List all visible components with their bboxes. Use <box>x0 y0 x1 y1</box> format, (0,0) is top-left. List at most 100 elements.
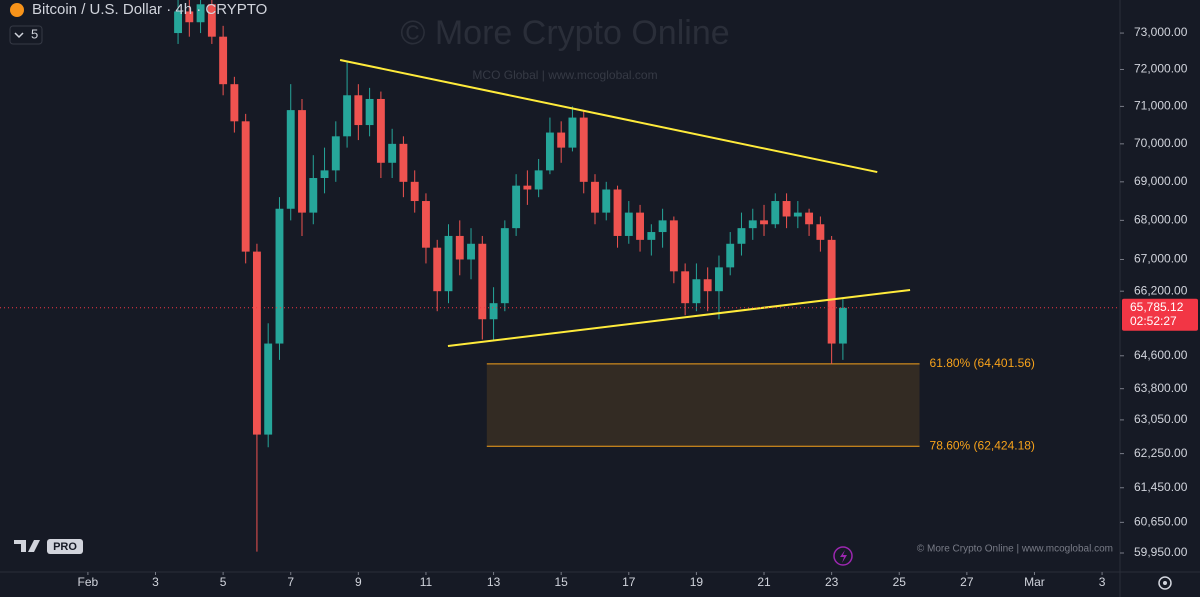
candle-body <box>309 178 318 213</box>
candle-body <box>478 243 487 320</box>
y-tick-label: 67,000.00 <box>1134 252 1188 266</box>
coin-icon <box>10 3 24 17</box>
x-tick-label: 3 <box>1099 575 1106 589</box>
y-tick-label: 66,200.00 <box>1134 283 1188 297</box>
candle-body <box>838 307 847 344</box>
candle-body <box>500 228 509 304</box>
lightning-icon <box>840 550 847 563</box>
logo-badge <box>47 539 83 554</box>
x-tick-label: 3 <box>152 575 159 589</box>
candle-body <box>264 343 273 435</box>
x-tick-label: Feb <box>78 575 99 589</box>
candle-body <box>534 170 543 190</box>
fib-level-label: 61.80% (64,401.56) <box>930 356 1035 370</box>
candle-body <box>703 279 712 292</box>
tv-logo: PRO <box>14 539 83 554</box>
y-tick-label: 63,800.00 <box>1134 381 1188 395</box>
candle-body <box>230 84 239 122</box>
candle-body <box>782 201 791 217</box>
x-tick-label: 25 <box>893 575 907 589</box>
lightning-button[interactable] <box>833 546 853 566</box>
x-tick-label: 27 <box>960 575 974 589</box>
candle-body <box>207 4 216 37</box>
candle-body <box>343 95 352 137</box>
settings-icon <box>1163 581 1167 585</box>
indicator-toggle[interactable] <box>9 25 43 45</box>
x-tick-label: 7 <box>287 575 294 589</box>
symbol-title: Bitcoin / U.S. Dollar · 4h · CRYPTO <box>32 1 267 18</box>
y-tick-label: 63,050.00 <box>1134 412 1188 426</box>
candle-body <box>354 95 363 126</box>
settings-button[interactable] <box>1158 576 1172 590</box>
candle-body <box>557 132 566 148</box>
plot-area: 61.80% (64,401.56) 78.60% (62,424.18) <box>0 0 1120 552</box>
candle-body <box>512 185 521 229</box>
y-tick-label: 70,000.00 <box>1134 136 1188 150</box>
candle-body <box>399 143 408 182</box>
trend-line <box>339 58 878 174</box>
x-tick-label: 13 <box>487 575 501 589</box>
candle-body <box>636 212 644 240</box>
candle-body <box>275 208 284 344</box>
last-price-badge <box>1122 298 1198 331</box>
candle-body <box>185 11 194 23</box>
candle-body <box>771 201 780 225</box>
candle-body <box>320 170 329 179</box>
y-tick-label: 64,600.00 <box>1134 348 1188 362</box>
x-tick-label: 23 <box>825 575 839 589</box>
candle-body <box>669 220 678 272</box>
candle-body <box>613 189 622 236</box>
candle-body <box>241 121 250 252</box>
y-tick-label: 69,000.00 <box>1134 174 1188 188</box>
candle-body <box>647 232 656 240</box>
candle-body <box>816 224 825 240</box>
y-tick-label: 62,250.00 <box>1134 446 1188 460</box>
candle-body <box>692 279 701 304</box>
candle-body <box>602 189 611 213</box>
watermark: © More Crypto Online <box>400 14 729 52</box>
candle-body <box>805 212 814 225</box>
candle-body <box>624 212 633 236</box>
trend-line <box>447 289 911 347</box>
candle-body <box>433 247 442 292</box>
candle-body <box>658 220 667 233</box>
candle-body <box>365 98 374 126</box>
candle-body <box>298 110 306 213</box>
y-tick-label: 61,450.00 <box>1134 480 1188 494</box>
candle-body <box>388 143 397 163</box>
candle-body <box>286 110 295 209</box>
x-tick-label: 15 <box>555 575 569 589</box>
candle-body <box>591 181 599 213</box>
candle-body <box>410 181 419 202</box>
candle-body <box>748 220 757 229</box>
y-tick-label: 68,000.00 <box>1134 213 1188 227</box>
last-price-label: 65,785.12 <box>1130 300 1184 314</box>
candle-body <box>196 4 205 23</box>
candle-body <box>681 271 690 304</box>
y-tick-label: 73,000.00 <box>1134 25 1188 39</box>
candle-body <box>579 117 588 182</box>
candle-body <box>252 251 261 435</box>
watermark-sub: MCO Global | www.mcoglobal.com <box>472 68 657 82</box>
x-tick-label: Mar <box>1024 575 1045 589</box>
x-tick-label: 11 <box>420 575 433 589</box>
x-tick-label: 19 <box>690 575 704 589</box>
x-tick-label: 5 <box>220 575 227 589</box>
candle-body <box>523 185 532 190</box>
footer-note: © More Crypto Online | www.mcoglobal.com <box>917 544 1113 555</box>
logo-text: PRO <box>53 541 77 553</box>
candle-body <box>455 235 464 260</box>
chevron-icon <box>14 32 24 39</box>
fib-zone <box>486 363 920 447</box>
candle-body <box>715 267 723 292</box>
y-tick-label: 71,000.00 <box>1134 99 1188 113</box>
candle-body <box>827 239 836 344</box>
countdown-label: 02:52:27 <box>1130 314 1177 328</box>
y-tick-label: 60,650.00 <box>1134 515 1188 529</box>
candle-body <box>793 212 802 217</box>
y-tick-label: 72,000.00 <box>1134 62 1188 76</box>
indicator-count: 5 <box>31 26 38 41</box>
